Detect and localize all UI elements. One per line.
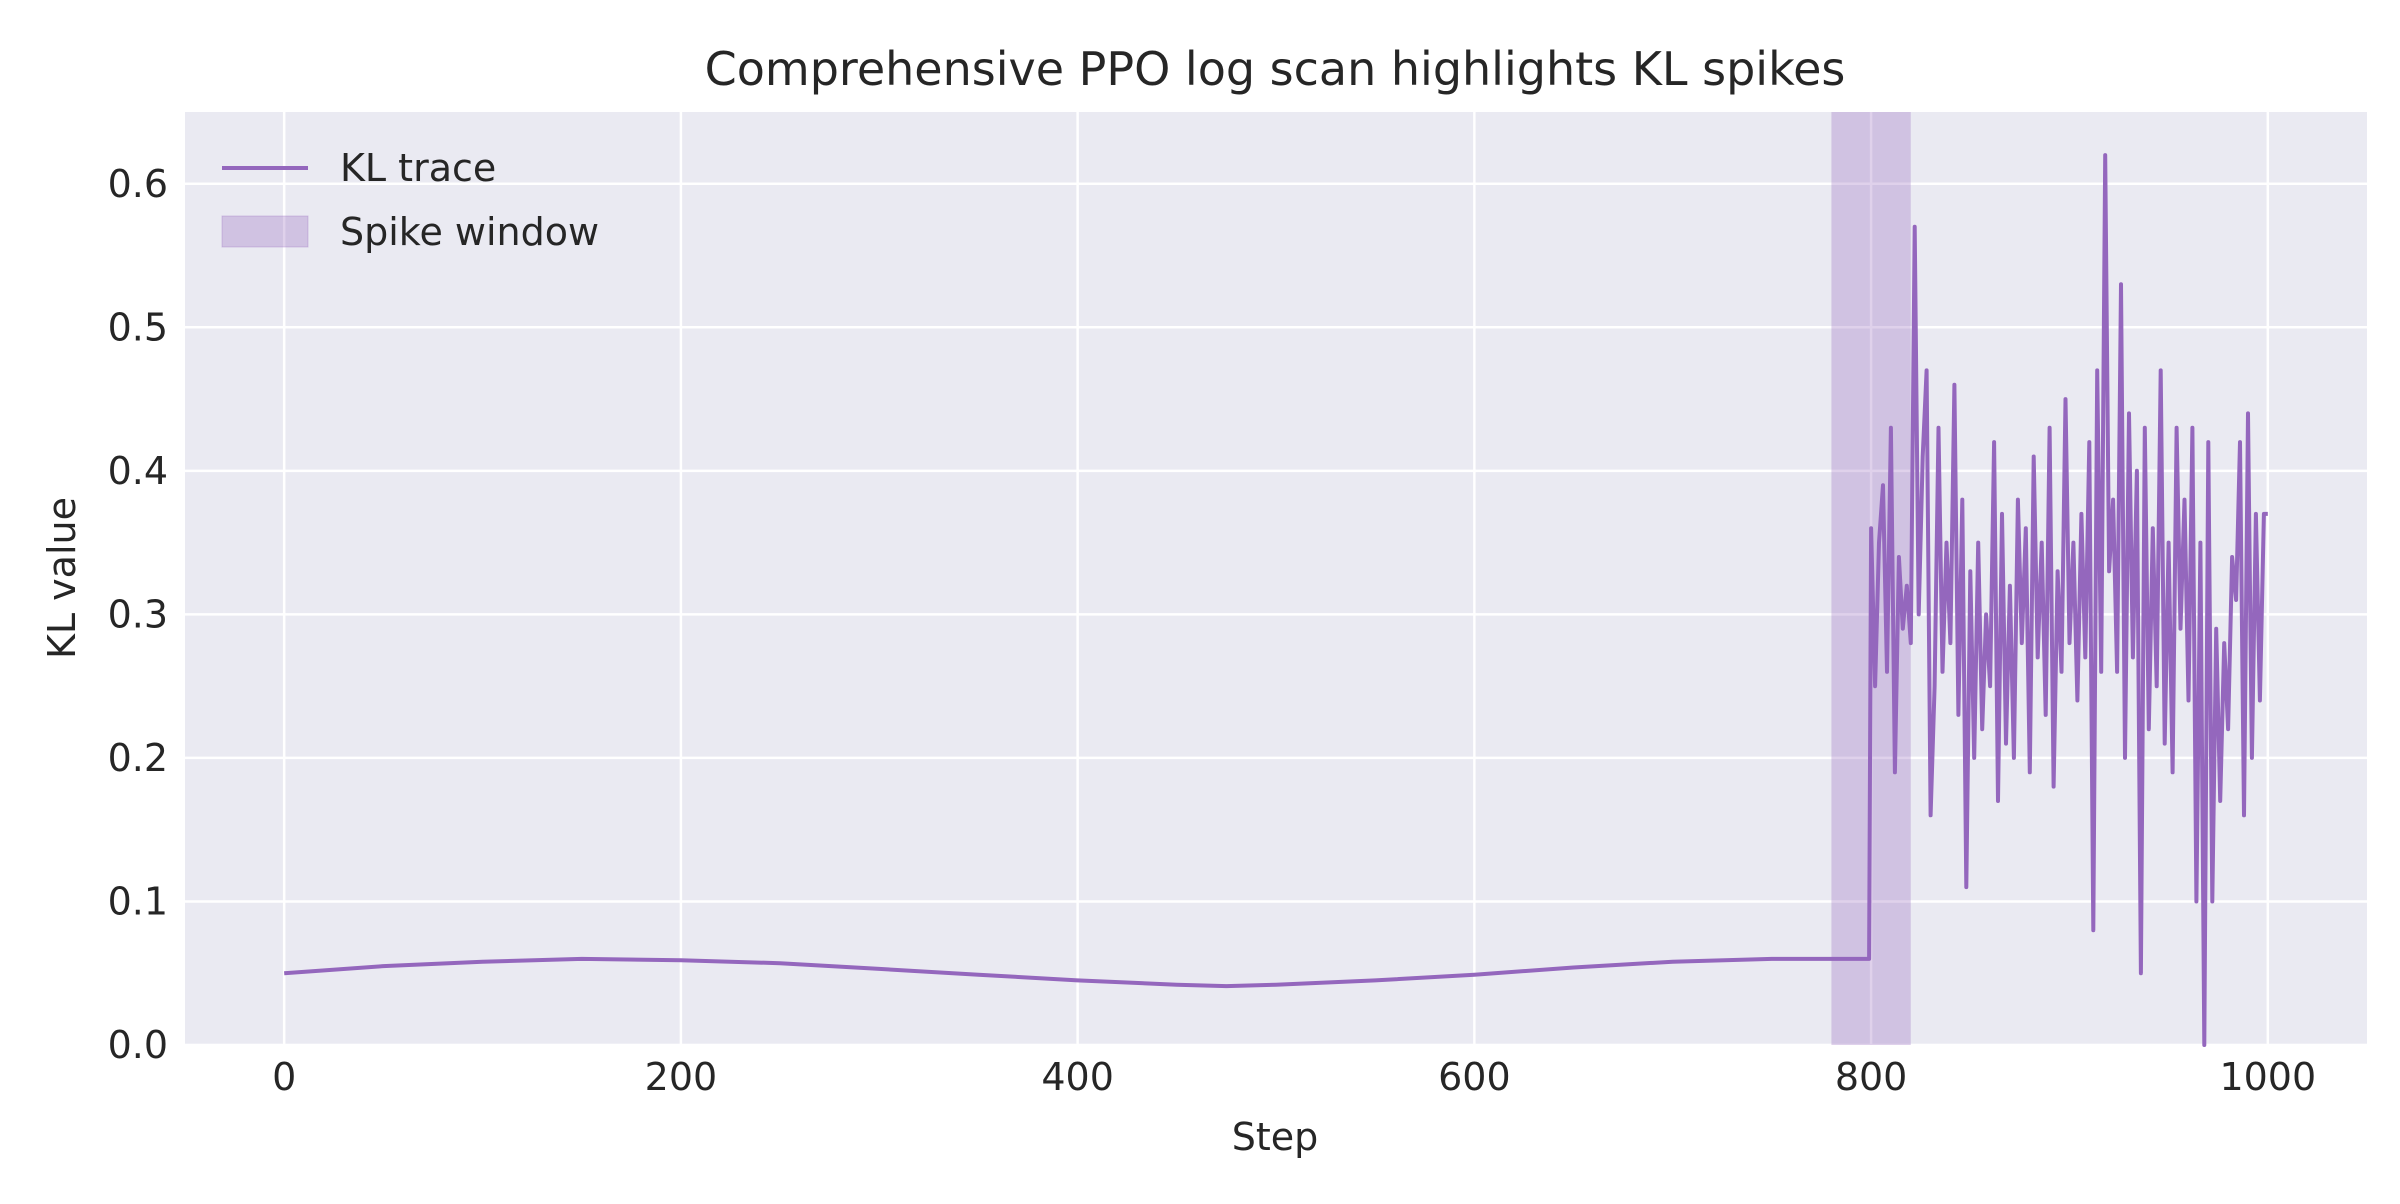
legend-label-spike-window: Spike window — [340, 210, 599, 254]
x-tick-label: 800 — [1835, 1055, 1908, 1099]
y-tick-label: 0.3 — [108, 592, 168, 636]
y-tick-label: 0.5 — [108, 305, 168, 349]
x-axis-ticks: 0 200 400 600 800 1000 — [272, 1055, 2316, 1099]
y-tick-label: 0.2 — [108, 736, 168, 780]
y-tick-label: 0.4 — [108, 449, 168, 493]
y-axis-label: KL value — [40, 497, 84, 659]
y-tick-label: 0.1 — [108, 879, 168, 923]
y-tick-label: 0.6 — [108, 162, 168, 206]
legend: KL trace Spike window — [221, 146, 599, 254]
x-axis-label: Step — [1232, 1115, 1319, 1159]
y-axis-ticks: 0.0 0.1 0.2 0.3 0.4 0.5 0.6 — [108, 162, 168, 1067]
y-tick-label: 0.0 — [108, 1023, 168, 1067]
x-tick-label: 400 — [1041, 1055, 1114, 1099]
series-layer — [284, 153, 2268, 1047]
x-tick-label: 200 — [645, 1055, 718, 1099]
legend-swatch-spike-window — [221, 215, 309, 248]
chart-title: Comprehensive PPO log scan highlights KL… — [705, 42, 1846, 96]
x-tick-label: 0 — [272, 1055, 296, 1099]
x-tick-label: 1000 — [2219, 1055, 2316, 1099]
kl-trace-line — [284, 153, 2268, 1047]
legend-label-kl-trace: KL trace — [340, 146, 496, 190]
x-tick-label: 600 — [1438, 1055, 1511, 1099]
